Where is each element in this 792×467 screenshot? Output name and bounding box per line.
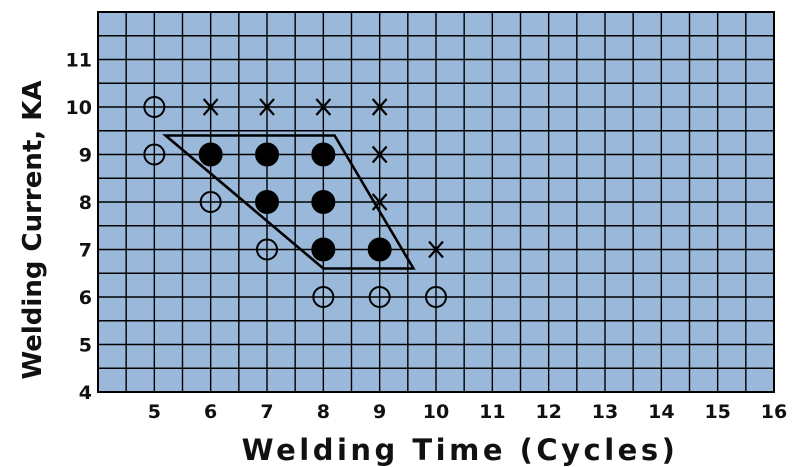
open-circle-point	[312, 286, 335, 308]
x-tick-label: 14	[648, 401, 674, 423]
y-tick-label: 9	[79, 145, 92, 167]
x-point	[315, 98, 332, 116]
open-circle-point	[143, 96, 166, 118]
open-circle-point	[143, 143, 166, 166]
x-tick-label: 11	[479, 401, 505, 423]
plot-frame	[97, 11, 775, 393]
open-circle-point	[425, 286, 447, 308]
x-point-stroke	[371, 98, 388, 116]
x-point-stroke	[371, 193, 388, 211]
x-point-stroke	[259, 98, 275, 116]
y-tick-label: 7	[79, 240, 92, 262]
open-circle-point	[256, 238, 278, 261]
data-points	[143, 96, 447, 308]
x-point	[259, 98, 275, 116]
x-tick-label: 5	[148, 401, 161, 423]
y-tick-label: 8	[79, 192, 92, 214]
open-circle-point	[368, 286, 391, 308]
x-point	[371, 145, 388, 164]
x-point-stroke	[428, 240, 444, 259]
x-tick-label: 16	[761, 401, 787, 423]
y-tick-label: 6	[79, 287, 92, 309]
y-tick-label: 11	[66, 50, 92, 72]
y-tick-label: 10	[66, 97, 92, 119]
filled-circle-point	[198, 142, 223, 167]
filled-circle-point	[255, 190, 279, 214]
y-axis-title: Welding Current, KA	[18, 81, 48, 380]
y-tick-label: 5	[79, 335, 92, 357]
x-tick-labels: 5 6 7 8 9 10 11 12 13 14 15 16	[148, 401, 788, 423]
x-tick-label: 7	[260, 401, 273, 423]
y-tick-labels: 4 5 6 7 8 9 10 11	[66, 50, 92, 405]
x-point	[371, 98, 388, 116]
x-tick-label: 15	[704, 401, 730, 423]
x-point	[428, 240, 444, 259]
filled-circle-point	[311, 237, 336, 262]
x-tick-label: 8	[317, 401, 330, 423]
region-polygon	[162, 134, 416, 270]
x-point-stroke	[371, 145, 388, 164]
x-tick-label: 12	[535, 401, 561, 423]
open-circle-point	[199, 191, 222, 213]
acceptable-weld-region	[162, 134, 416, 270]
filled-circle-point	[311, 142, 336, 167]
x-tick-label: 13	[592, 401, 618, 423]
x-point	[371, 193, 388, 211]
x-tick-label: 10	[423, 401, 449, 423]
filled-circle-point	[311, 190, 336, 214]
y-tick-label: 4	[79, 382, 92, 404]
x-point	[202, 98, 219, 116]
filled-circle-point	[255, 142, 279, 167]
x-tick-label: 9	[373, 401, 386, 423]
filled-circle-point	[367, 237, 392, 262]
x-axis-title: Welding Time (Cycles)	[242, 433, 679, 467]
x-point-stroke	[315, 98, 332, 116]
x-tick-label: 6	[204, 401, 217, 423]
x-point-stroke	[202, 98, 219, 116]
